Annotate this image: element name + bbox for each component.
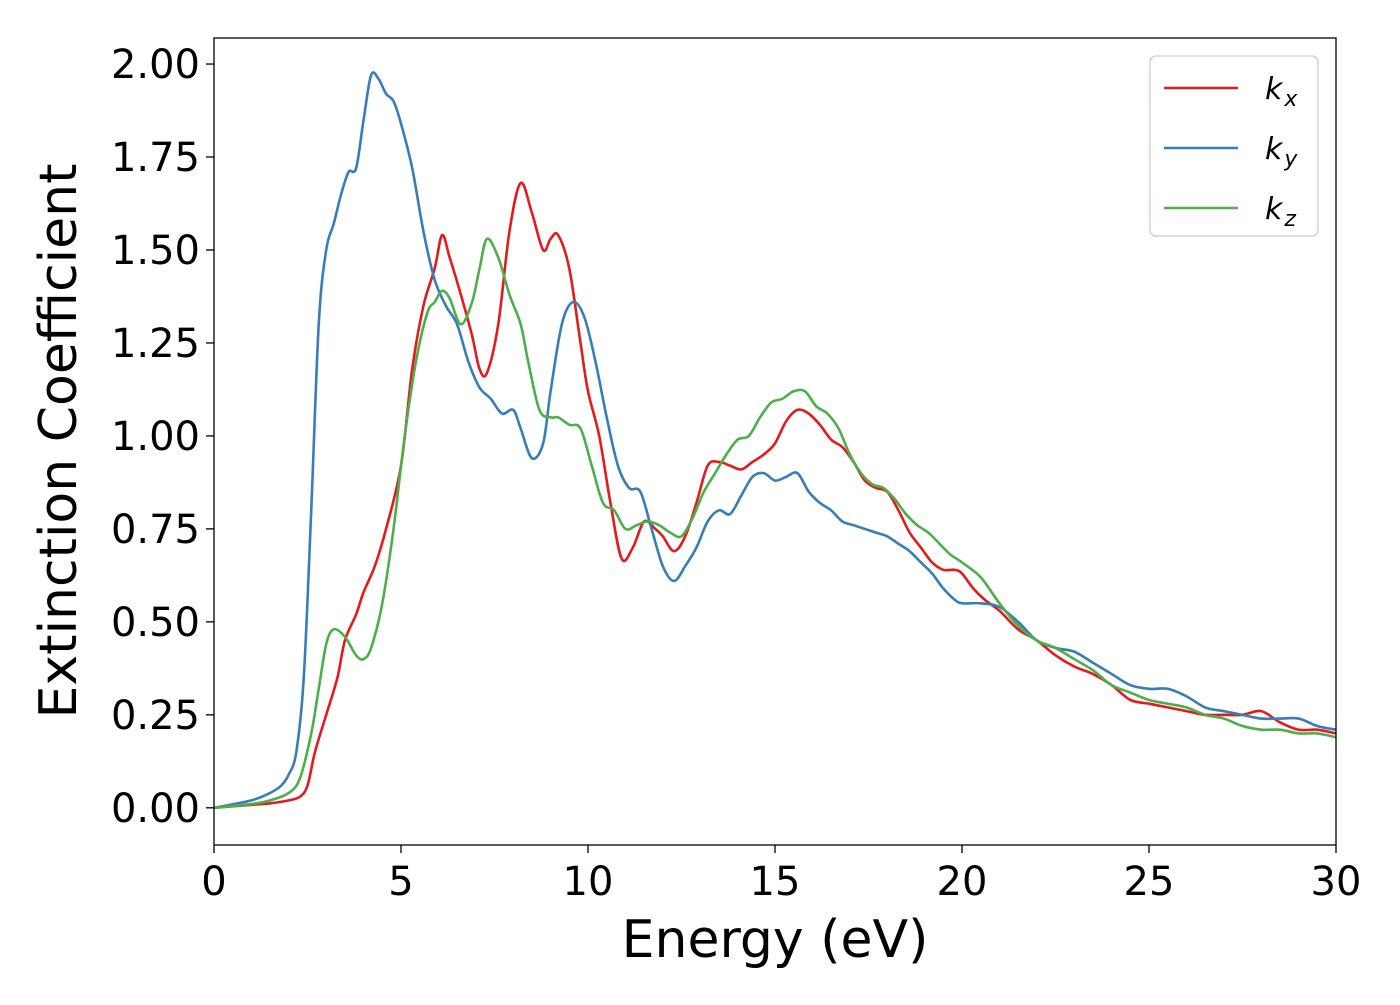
y-tick-label: 0.00 bbox=[111, 786, 200, 832]
legend-box bbox=[1149, 55, 1319, 237]
x-tick-label: 30 bbox=[1311, 859, 1362, 905]
x-tick-label: 5 bbox=[388, 859, 413, 905]
x-axis-ticks: 0 5 10 15 20 25 30 bbox=[201, 845, 1361, 905]
y-tick-label: 1.25 bbox=[111, 321, 200, 367]
series-lines bbox=[214, 71, 1336, 810]
y-axis-title: Extinction Coefficient bbox=[29, 164, 89, 719]
y-tick-label: 1.75 bbox=[111, 135, 200, 181]
y-tick-label: 0.50 bbox=[111, 600, 200, 646]
legend: kx ky kz bbox=[1149, 55, 1319, 237]
x-tick-label: 15 bbox=[750, 859, 801, 905]
x-tick-label: 10 bbox=[563, 859, 614, 905]
series-line-kz bbox=[214, 237, 1336, 810]
y-tick-label: 1.50 bbox=[111, 228, 200, 274]
series-line-kx bbox=[214, 181, 1336, 810]
x-tick-label: 20 bbox=[937, 859, 988, 905]
y-tick-label: 0.75 bbox=[111, 507, 200, 553]
x-tick-label: 25 bbox=[1124, 859, 1175, 905]
legend-label-kx: kx bbox=[1265, 72, 1298, 112]
y-axis-ticks: 0.00 0.25 0.50 0.75 1.00 1.25 1.50 1.75 2.00 bbox=[111, 42, 214, 832]
x-axis-title: Energy (eV) bbox=[622, 910, 929, 970]
y-tick-label: 0.25 bbox=[111, 693, 200, 739]
y-tick-label: 1.00 bbox=[111, 414, 200, 460]
y-tick-label: 2.00 bbox=[111, 42, 200, 88]
legend-label-ky: ky bbox=[1265, 132, 1298, 172]
legend-label-kz: kz bbox=[1265, 192, 1296, 232]
x-tick-label: 0 bbox=[201, 859, 226, 905]
